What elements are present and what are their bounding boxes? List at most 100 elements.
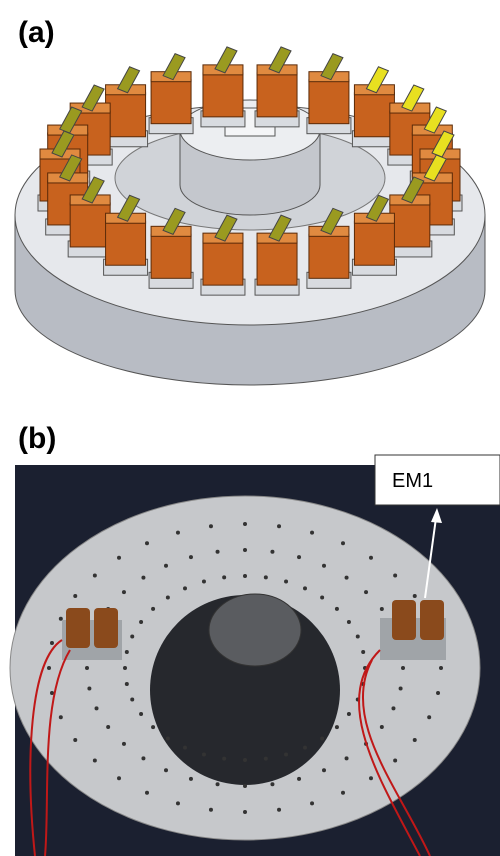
cad-rendering (15, 47, 485, 385)
hole (369, 556, 373, 560)
block (203, 241, 243, 285)
hole (145, 791, 149, 795)
block (151, 234, 191, 278)
hole (297, 555, 301, 559)
hole (303, 746, 307, 750)
hole (335, 725, 339, 729)
block (257, 73, 297, 117)
hole (399, 686, 403, 690)
hole (413, 738, 417, 742)
hole (50, 641, 54, 645)
hole (85, 666, 89, 670)
hole (335, 607, 339, 611)
hole (347, 712, 351, 716)
hole (310, 801, 314, 805)
hole (380, 725, 384, 729)
block (257, 241, 297, 285)
coil (94, 608, 118, 648)
hole (277, 524, 281, 528)
block (309, 234, 349, 278)
hole (117, 776, 121, 780)
hole (141, 756, 145, 760)
hole (130, 635, 134, 639)
hole (393, 759, 397, 763)
hole (356, 635, 360, 639)
hole (47, 666, 51, 670)
hole (125, 650, 129, 654)
panel-label: (a) (18, 16, 55, 49)
hole (166, 596, 170, 600)
hole (145, 541, 149, 545)
hole (183, 746, 187, 750)
hole (222, 757, 226, 761)
hole (380, 607, 384, 611)
hole (93, 759, 97, 763)
hole (361, 650, 365, 654)
hole (202, 580, 206, 584)
hole (364, 590, 368, 594)
hole (322, 768, 326, 772)
hole (151, 725, 155, 729)
hole (106, 725, 110, 729)
block (106, 93, 146, 137)
hole (130, 697, 134, 701)
panel-label: (b) (18, 422, 56, 455)
hole (202, 752, 206, 756)
hole (436, 691, 440, 695)
hole (176, 531, 180, 535)
hole (320, 736, 324, 740)
hole (264, 757, 268, 761)
photo: EM1 (10, 455, 500, 856)
hole (209, 524, 213, 528)
hole (95, 706, 99, 710)
hole (141, 576, 145, 580)
hole (243, 784, 247, 788)
hole (284, 752, 288, 756)
hole (264, 575, 268, 579)
hole (73, 594, 77, 598)
hole (176, 801, 180, 805)
block (309, 80, 349, 124)
hole (243, 548, 247, 552)
hole (209, 808, 213, 812)
hole (73, 738, 77, 742)
hole (122, 590, 126, 594)
hole (216, 782, 220, 786)
hole (413, 594, 417, 598)
hole (322, 564, 326, 568)
block (106, 221, 146, 265)
hole (243, 574, 247, 578)
hole (345, 756, 349, 760)
hole (320, 596, 324, 600)
figure: (a) EM1 (b) (0, 0, 500, 856)
hole (310, 531, 314, 535)
hole (164, 564, 168, 568)
coil (392, 600, 416, 640)
hole (59, 715, 63, 719)
block (354, 221, 394, 265)
hole (123, 666, 127, 670)
block (203, 73, 243, 117)
hole (270, 782, 274, 786)
hole (427, 715, 431, 719)
hole (164, 768, 168, 772)
hole (222, 575, 226, 579)
hole (439, 666, 443, 670)
hole (243, 758, 247, 762)
hole (151, 607, 155, 611)
hole (243, 810, 247, 814)
hole (369, 776, 373, 780)
block (151, 80, 191, 124)
hole (345, 576, 349, 580)
block (354, 93, 394, 137)
hole (93, 573, 97, 577)
hole (270, 550, 274, 554)
hole (401, 666, 405, 670)
hole (284, 580, 288, 584)
hole (347, 620, 351, 624)
hole (277, 808, 281, 812)
hole (183, 586, 187, 590)
coil (66, 608, 90, 648)
block (70, 203, 110, 247)
hole (189, 555, 193, 559)
